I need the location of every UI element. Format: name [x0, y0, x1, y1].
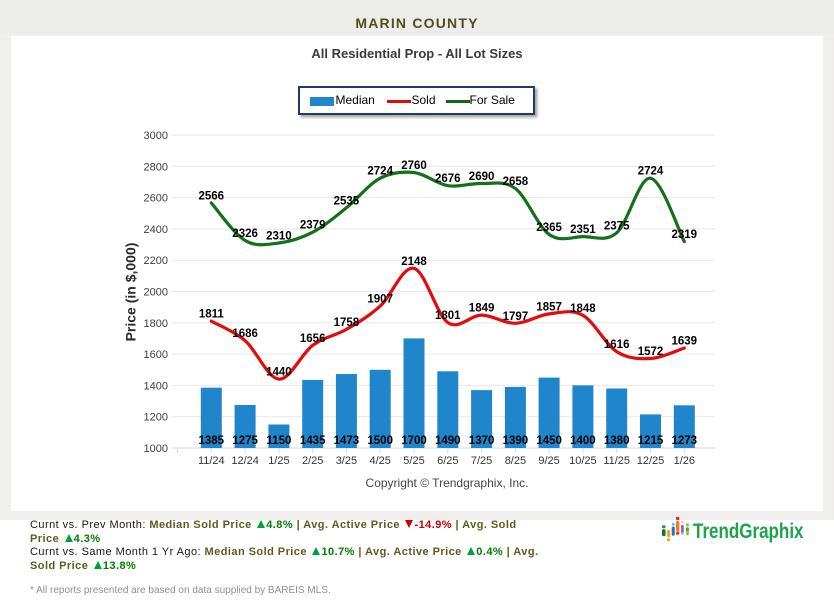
svg-text:2310: 2310: [266, 231, 292, 243]
svg-text:7/25: 7/25: [471, 455, 492, 467]
svg-text:1/26: 1/26: [674, 455, 695, 467]
svg-text:1797: 1797: [503, 311, 529, 323]
svg-text:5/25: 5/25: [403, 455, 424, 467]
svg-text:12/25: 12/25: [637, 455, 665, 467]
svg-text:1907: 1907: [367, 294, 393, 306]
svg-text:2326: 2326: [232, 228, 258, 240]
svg-text:12/24: 12/24: [231, 455, 259, 467]
svg-text:2800: 2800: [144, 161, 168, 173]
svg-text:1500: 1500: [367, 435, 393, 447]
svg-text:2724: 2724: [367, 166, 393, 178]
svg-text:2/25: 2/25: [302, 455, 323, 467]
svg-text:2535: 2535: [334, 195, 360, 207]
svg-text:6/25: 6/25: [437, 455, 458, 467]
svg-text:Copyright © Trendgraphix, Inc.: Copyright © Trendgraphix, Inc.: [366, 476, 529, 490]
svg-text:1000: 1000: [144, 443, 168, 455]
svg-text:1811: 1811: [199, 309, 225, 321]
svg-text:1848: 1848: [570, 303, 596, 315]
svg-text:2148: 2148: [401, 256, 427, 268]
svg-text:11/25: 11/25: [603, 455, 630, 467]
svg-text:2351: 2351: [570, 224, 596, 236]
svg-text:1435: 1435: [300, 435, 326, 447]
svg-text:10/25: 10/25: [569, 455, 597, 467]
svg-text:1700: 1700: [401, 435, 427, 447]
svg-text:1849: 1849: [469, 303, 495, 315]
svg-text:3/25: 3/25: [336, 455, 357, 467]
svg-text:1600: 1600: [144, 349, 168, 361]
svg-text:8/25: 8/25: [505, 455, 526, 467]
svg-text:9/25: 9/25: [538, 455, 559, 467]
svg-text:1400: 1400: [144, 380, 168, 392]
svg-text:2724: 2724: [638, 166, 664, 178]
svg-text:1639: 1639: [672, 336, 698, 348]
svg-text:4/25: 4/25: [369, 455, 390, 467]
svg-text:1758: 1758: [334, 317, 360, 329]
svg-text:2319: 2319: [672, 229, 698, 241]
svg-text:2365: 2365: [536, 222, 562, 234]
svg-text:2600: 2600: [144, 193, 168, 205]
svg-text:1572: 1572: [638, 346, 664, 358]
svg-text:TrendGraphix: TrendGraphix: [693, 519, 804, 543]
svg-text:1150: 1150: [266, 435, 291, 447]
svg-text:1616: 1616: [604, 339, 630, 351]
svg-text:1857: 1857: [536, 301, 562, 313]
svg-text:1450: 1450: [536, 435, 562, 447]
svg-text:1801: 1801: [435, 310, 461, 322]
svg-text:2760: 2760: [401, 160, 427, 172]
svg-text:2566: 2566: [199, 190, 225, 202]
svg-text:2200: 2200: [144, 255, 168, 267]
svg-text:2000: 2000: [144, 287, 168, 299]
svg-text:1656: 1656: [300, 333, 326, 345]
svg-text:1473: 1473: [334, 435, 360, 447]
svg-text:1215: 1215: [638, 435, 664, 447]
svg-text:1200: 1200: [144, 412, 168, 424]
svg-text:2690: 2690: [469, 171, 495, 183]
svg-text:1370: 1370: [469, 435, 495, 447]
svg-text:2658: 2658: [503, 176, 529, 188]
svg-text:2400: 2400: [144, 224, 168, 236]
svg-text:1490: 1490: [435, 435, 461, 447]
svg-text:1400: 1400: [570, 435, 596, 447]
svg-text:3000: 3000: [144, 130, 168, 142]
svg-text:1273: 1273: [672, 435, 698, 447]
svg-text:1686: 1686: [232, 328, 258, 340]
svg-text:1275: 1275: [232, 435, 258, 447]
svg-text:2676: 2676: [435, 173, 461, 185]
svg-text:1800: 1800: [144, 318, 168, 330]
svg-text:1385: 1385: [199, 435, 225, 447]
svg-text:1/25: 1/25: [268, 455, 289, 467]
svg-text:1380: 1380: [604, 435, 630, 447]
svg-text:2375: 2375: [604, 220, 630, 232]
svg-text:Price (in $,000): Price (in $,000): [123, 243, 139, 342]
svg-text:2379: 2379: [300, 220, 326, 232]
svg-text:1390: 1390: [503, 435, 529, 447]
svg-text:11/24: 11/24: [198, 455, 225, 467]
svg-text:1440: 1440: [266, 367, 292, 379]
